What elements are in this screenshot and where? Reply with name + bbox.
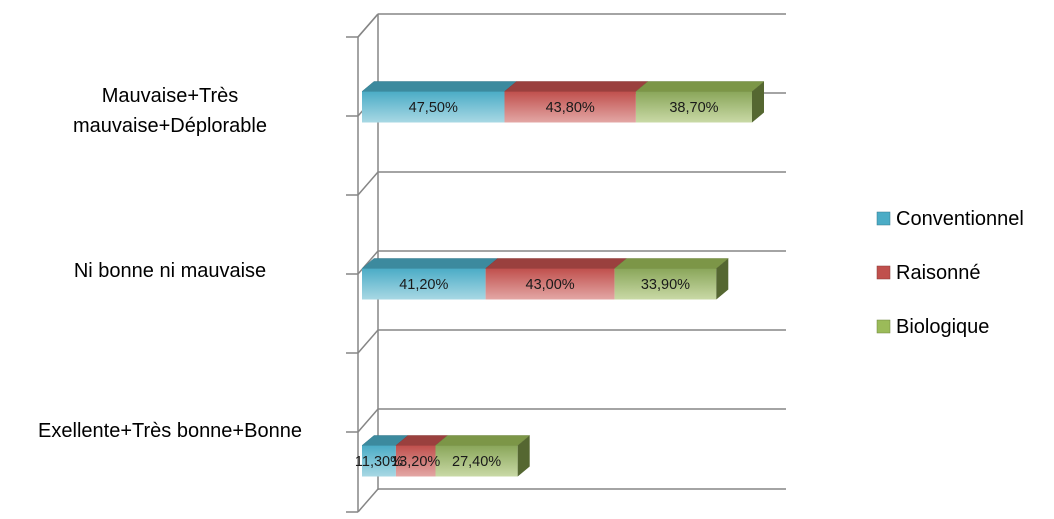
data-label: 38,70% <box>669 100 718 116</box>
legend-swatch <box>876 319 891 334</box>
data-label: 43,80% <box>546 100 595 116</box>
bar-end-face <box>517 435 530 477</box>
data-label: 41,20% <box>399 277 448 293</box>
wall-floor-edge <box>357 171 379 196</box>
category-axis-labels: Mauvaise+Très mauvaise+Déplorable Ni bonne… <box>38 85 302 442</box>
wall-floor-edge <box>357 408 379 433</box>
data-label: 33,90% <box>641 277 690 293</box>
bar-segment <box>435 445 518 477</box>
data-labels: 47,50% 43,80% 38,70% 41,20% 43,00% 33,90% 11,3… <box>355 100 719 470</box>
gridlines <box>346 13 786 513</box>
data-label: 43,00% <box>526 277 575 293</box>
bar-segment <box>362 268 486 300</box>
data-label: 13,20% <box>391 454 440 470</box>
bar-segment <box>395 445 436 477</box>
bar-segment <box>485 268 615 300</box>
bar-end-face <box>752 81 764 123</box>
bar-top-face <box>484 258 628 269</box>
legend: Conventionnel Raisonné Biologique <box>876 208 1024 338</box>
bar-segment <box>614 268 717 300</box>
category-label: Mauvaise+Très mauvaise+Déplorable <box>73 85 267 137</box>
wall-floor-edge <box>357 13 379 38</box>
bar-end-face <box>716 258 729 300</box>
data-label: 27,40% <box>452 454 501 470</box>
wall-floor-edge <box>357 488 379 513</box>
wall-floor-edge <box>357 250 379 275</box>
bar-top-face <box>613 258 729 269</box>
bar-top-face <box>635 81 765 92</box>
data-label: 47,50% <box>409 100 458 116</box>
bar-segment <box>362 445 396 477</box>
data-label: 11,30% <box>355 454 403 470</box>
bar-top-face <box>361 258 499 269</box>
legend-swatch <box>876 265 891 280</box>
category-label-line: mauvaise+Déplorable <box>73 115 267 137</box>
legend-label: Biologique <box>896 316 989 338</box>
bar-top-face <box>361 81 518 92</box>
category-label-line: Exellente+Très bonne+Bonne <box>38 420 302 442</box>
bar-segment <box>362 91 505 123</box>
bar-top-face <box>434 435 531 446</box>
bar-segment <box>635 91 752 123</box>
bar-segment <box>504 91 636 123</box>
legend-label: Raisonné <box>896 262 981 284</box>
category-label: Ni bonne ni mauvaise <box>74 260 266 282</box>
category-label-line: Ni bonne ni mauvaise <box>74 260 266 282</box>
legend-swatch <box>876 211 891 226</box>
wall-floor-edge <box>357 329 379 354</box>
bar-top-face <box>503 81 649 92</box>
category-label: Exellente+Très bonne+Bonne <box>38 420 302 442</box>
category-label-line: Mauvaise+Très <box>102 85 239 107</box>
bar-segments <box>361 81 765 477</box>
legend-label: Conventionnel <box>896 208 1024 230</box>
